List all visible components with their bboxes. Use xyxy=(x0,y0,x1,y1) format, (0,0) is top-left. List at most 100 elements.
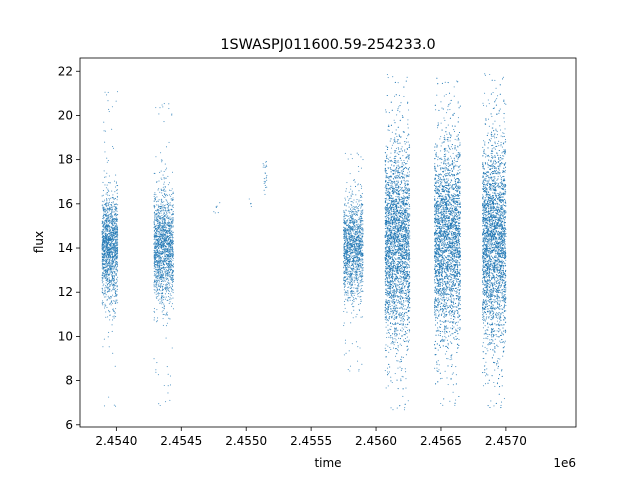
data-point xyxy=(161,311,163,313)
data-point xyxy=(104,130,107,132)
data-point xyxy=(158,221,160,223)
data-point xyxy=(347,292,349,294)
data-point xyxy=(109,288,111,290)
data-point xyxy=(172,250,174,252)
data-point xyxy=(103,237,105,239)
data-point xyxy=(104,249,106,251)
data-point xyxy=(110,216,112,218)
data-point xyxy=(116,214,118,216)
data-point xyxy=(159,206,161,208)
data-point xyxy=(111,208,114,211)
data-point xyxy=(102,256,104,258)
data-point xyxy=(103,241,105,243)
data-point xyxy=(104,208,106,211)
data-point xyxy=(362,227,364,230)
data-point xyxy=(105,255,107,257)
data-point xyxy=(160,188,162,190)
data-point xyxy=(167,290,169,292)
data-point xyxy=(155,268,157,271)
data-point xyxy=(168,256,170,258)
data-point xyxy=(101,249,103,251)
data-point xyxy=(158,247,160,249)
data-point xyxy=(105,205,107,208)
data-point xyxy=(345,294,348,296)
data-point xyxy=(106,252,109,254)
data-point xyxy=(355,341,357,343)
data-point xyxy=(356,293,358,295)
data-point xyxy=(343,285,346,287)
data-point xyxy=(345,215,347,217)
data-point xyxy=(347,158,349,160)
data-point xyxy=(111,274,113,276)
data-point xyxy=(159,301,161,303)
data-point xyxy=(358,199,360,201)
data-point xyxy=(352,230,354,232)
data-point xyxy=(109,243,112,245)
data-point xyxy=(157,266,159,268)
data-point xyxy=(351,216,353,218)
data-point xyxy=(166,235,168,237)
data-point xyxy=(104,276,106,278)
data-point xyxy=(170,298,172,300)
data-point xyxy=(157,317,159,319)
data-point xyxy=(349,266,351,268)
data-point xyxy=(154,311,156,313)
data-point xyxy=(345,231,347,233)
data-point xyxy=(171,217,173,219)
data-point xyxy=(168,230,171,232)
data-point xyxy=(344,238,346,240)
data-point xyxy=(110,272,112,274)
data-point xyxy=(116,282,118,284)
data-point xyxy=(105,244,107,246)
data-point xyxy=(356,257,358,259)
data-point xyxy=(168,272,170,274)
data-point xyxy=(155,217,157,219)
data-point xyxy=(172,223,174,225)
data-point xyxy=(356,272,358,274)
data-point xyxy=(348,278,350,280)
data-point xyxy=(163,259,166,261)
data-point xyxy=(102,208,104,210)
data-point xyxy=(358,224,361,226)
data-point xyxy=(172,198,174,201)
data-point xyxy=(156,320,158,322)
data-point xyxy=(354,229,356,231)
data-point xyxy=(347,262,349,264)
data-point xyxy=(162,251,164,253)
data-point xyxy=(155,227,157,229)
data-point xyxy=(110,226,112,228)
data-point xyxy=(353,273,355,276)
data-point xyxy=(352,282,354,284)
data-point xyxy=(166,234,168,236)
data-point xyxy=(169,232,172,234)
data-point xyxy=(351,303,353,305)
data-point xyxy=(356,253,358,255)
data-point xyxy=(104,257,106,259)
data-point xyxy=(107,215,109,217)
data-point xyxy=(356,212,358,214)
data-point xyxy=(172,292,174,294)
data-point xyxy=(112,300,114,302)
data-point xyxy=(163,228,165,230)
data-point xyxy=(353,235,355,237)
data-point xyxy=(103,294,105,296)
data-point xyxy=(158,180,160,182)
data-point xyxy=(361,233,363,235)
data-point xyxy=(359,276,361,278)
data-point xyxy=(350,245,352,247)
data-point xyxy=(108,297,110,299)
data-point xyxy=(153,238,155,241)
data-point xyxy=(109,262,111,265)
data-point xyxy=(171,303,173,305)
data-point xyxy=(108,253,110,255)
data-point xyxy=(344,273,346,275)
data-point xyxy=(158,237,160,240)
data-point xyxy=(172,251,174,253)
data-point xyxy=(102,217,104,219)
data-point xyxy=(356,274,358,276)
data-point xyxy=(165,314,167,316)
data-point xyxy=(106,226,108,228)
data-point xyxy=(164,252,166,254)
data-point xyxy=(154,273,156,275)
data-point xyxy=(165,250,167,253)
